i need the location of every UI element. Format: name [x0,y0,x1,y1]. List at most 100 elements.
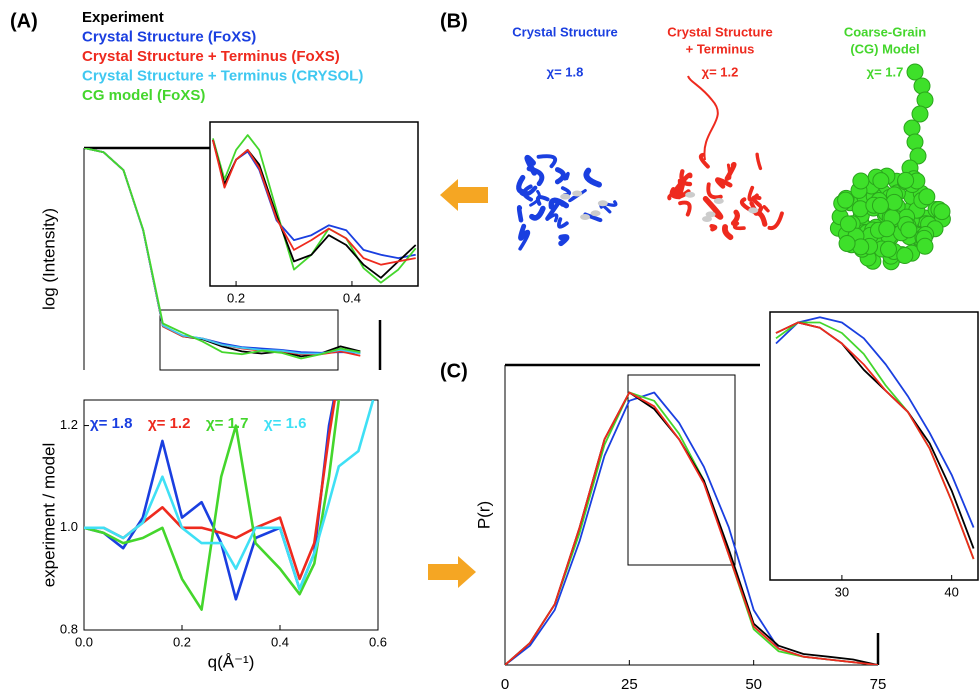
helix-highlight [572,190,582,196]
structure-title: Crystal Structure [667,24,772,39]
x-tick-label: 0.4 [271,634,289,649]
inset-frame [210,122,418,286]
y-tick-label: 0.8 [60,621,78,636]
ribbon [519,207,521,220]
legend-label: χ= 1.2 [148,415,190,432]
y-axis-label: experiment / model [39,443,58,588]
ribbon [735,223,744,228]
cg-bead [853,173,869,189]
arrow [440,179,488,211]
x-tick-label: 50 [745,676,762,693]
page: (A) (B) (C) Crystal Structureχ= 1.8Cryst… [0,0,979,697]
ribbon [532,208,543,217]
figure: (A) (B) (C) Crystal Structureχ= 1.8Cryst… [0,0,979,697]
cg-bead [872,198,888,214]
ribbon [586,171,599,185]
structure-title: (CG) Model [850,41,919,56]
cg-bead [907,64,923,80]
ribbon [520,226,524,238]
ribbon [557,170,563,182]
arrow [428,556,476,588]
helix-highlight [598,200,608,206]
ribbon [757,154,760,168]
ribbon [756,213,765,224]
legend-label: CG model (FoXS) [82,87,205,104]
cg-bead [907,134,923,150]
legend-label: Crystal Structure (FoXS) [82,28,256,45]
ribbon [529,169,542,184]
structure-art [519,64,951,270]
helix-highlight [748,207,758,213]
cg-bead [904,120,920,136]
cg-bead [934,204,950,220]
ribbon [725,227,731,237]
chi-label: χ= 1.2 [702,64,739,79]
ribbon [764,207,768,211]
chi-label: χ= 1.7 [867,64,904,79]
zoom-box [160,310,338,370]
x-tick-label: 75 [870,676,887,693]
cg-bead [839,235,855,251]
ribbon [770,213,782,228]
legend-label: Crystal Structure + Terminus (FoXS) [82,48,340,65]
helix-highlight [706,211,716,217]
x-tick-label: 25 [621,676,638,693]
y-axis-label: log (Intensity) [39,208,58,310]
structure-title: Coarse-Grain [844,24,926,39]
x-tick-label: 0.4 [343,290,361,305]
x-tick-label: 0.0 [75,634,93,649]
chi-label: χ= 1.8 [547,64,584,79]
x-tick-label: 0.2 [173,634,191,649]
ribbon [733,212,737,223]
x-tick-label: 0 [501,676,509,693]
legend-label: χ= 1.7 [206,415,248,432]
panel-label: (A) [10,10,38,32]
ribbon [749,188,757,200]
inset-frame [770,312,978,580]
legend-label: Crystal Structure + Terminus (CRYSOL) [82,67,363,84]
legend-label: χ= 1.8 [90,415,132,432]
x-tick-label: 0.6 [369,634,387,649]
ribbon [711,226,715,229]
ribbon [539,156,556,166]
y-tick-label: 1.0 [60,519,78,534]
ribbon [708,184,720,197]
ribbon [559,219,567,227]
series-line [84,374,339,599]
cg-bead [838,192,854,208]
cg-bead [917,238,933,254]
helix-highlight [560,194,570,200]
zoom-box [628,375,735,565]
legend-label: Experiment [82,9,164,26]
helix-highlight [685,192,695,198]
x-tick-label: 40 [944,584,958,599]
x-tick-label: 30 [835,584,849,599]
legend-label: χ= 1.6 [264,415,306,432]
cg-bead [919,189,935,205]
cg-bead [873,173,889,189]
cg-bead [880,241,896,257]
cg-bead [840,216,856,232]
structure-title: Crystal Structure [512,24,617,39]
ribbon [679,181,680,194]
ribbon [519,178,526,193]
cg-bead [912,106,928,122]
cg-bead [914,78,930,94]
helix-highlight [714,198,724,204]
helix-highlight [591,210,601,216]
x-axis-label: q(Å⁻¹) [208,652,255,671]
cg-bead [897,248,913,264]
ribbon [561,237,567,244]
panel-label: (C) [440,360,468,382]
terminus [688,76,718,160]
y-axis-label: P(r) [474,501,493,529]
helix-highlight [580,214,590,220]
cg-bead [898,172,914,188]
structure-title: + Terminus [686,41,755,56]
series-line [84,374,358,609]
cg-bead [901,222,917,238]
cg-bead [879,221,895,237]
x-tick-label: 0.2 [227,290,245,305]
ribbon [680,203,690,215]
y-tick-label: 1.2 [60,417,78,432]
